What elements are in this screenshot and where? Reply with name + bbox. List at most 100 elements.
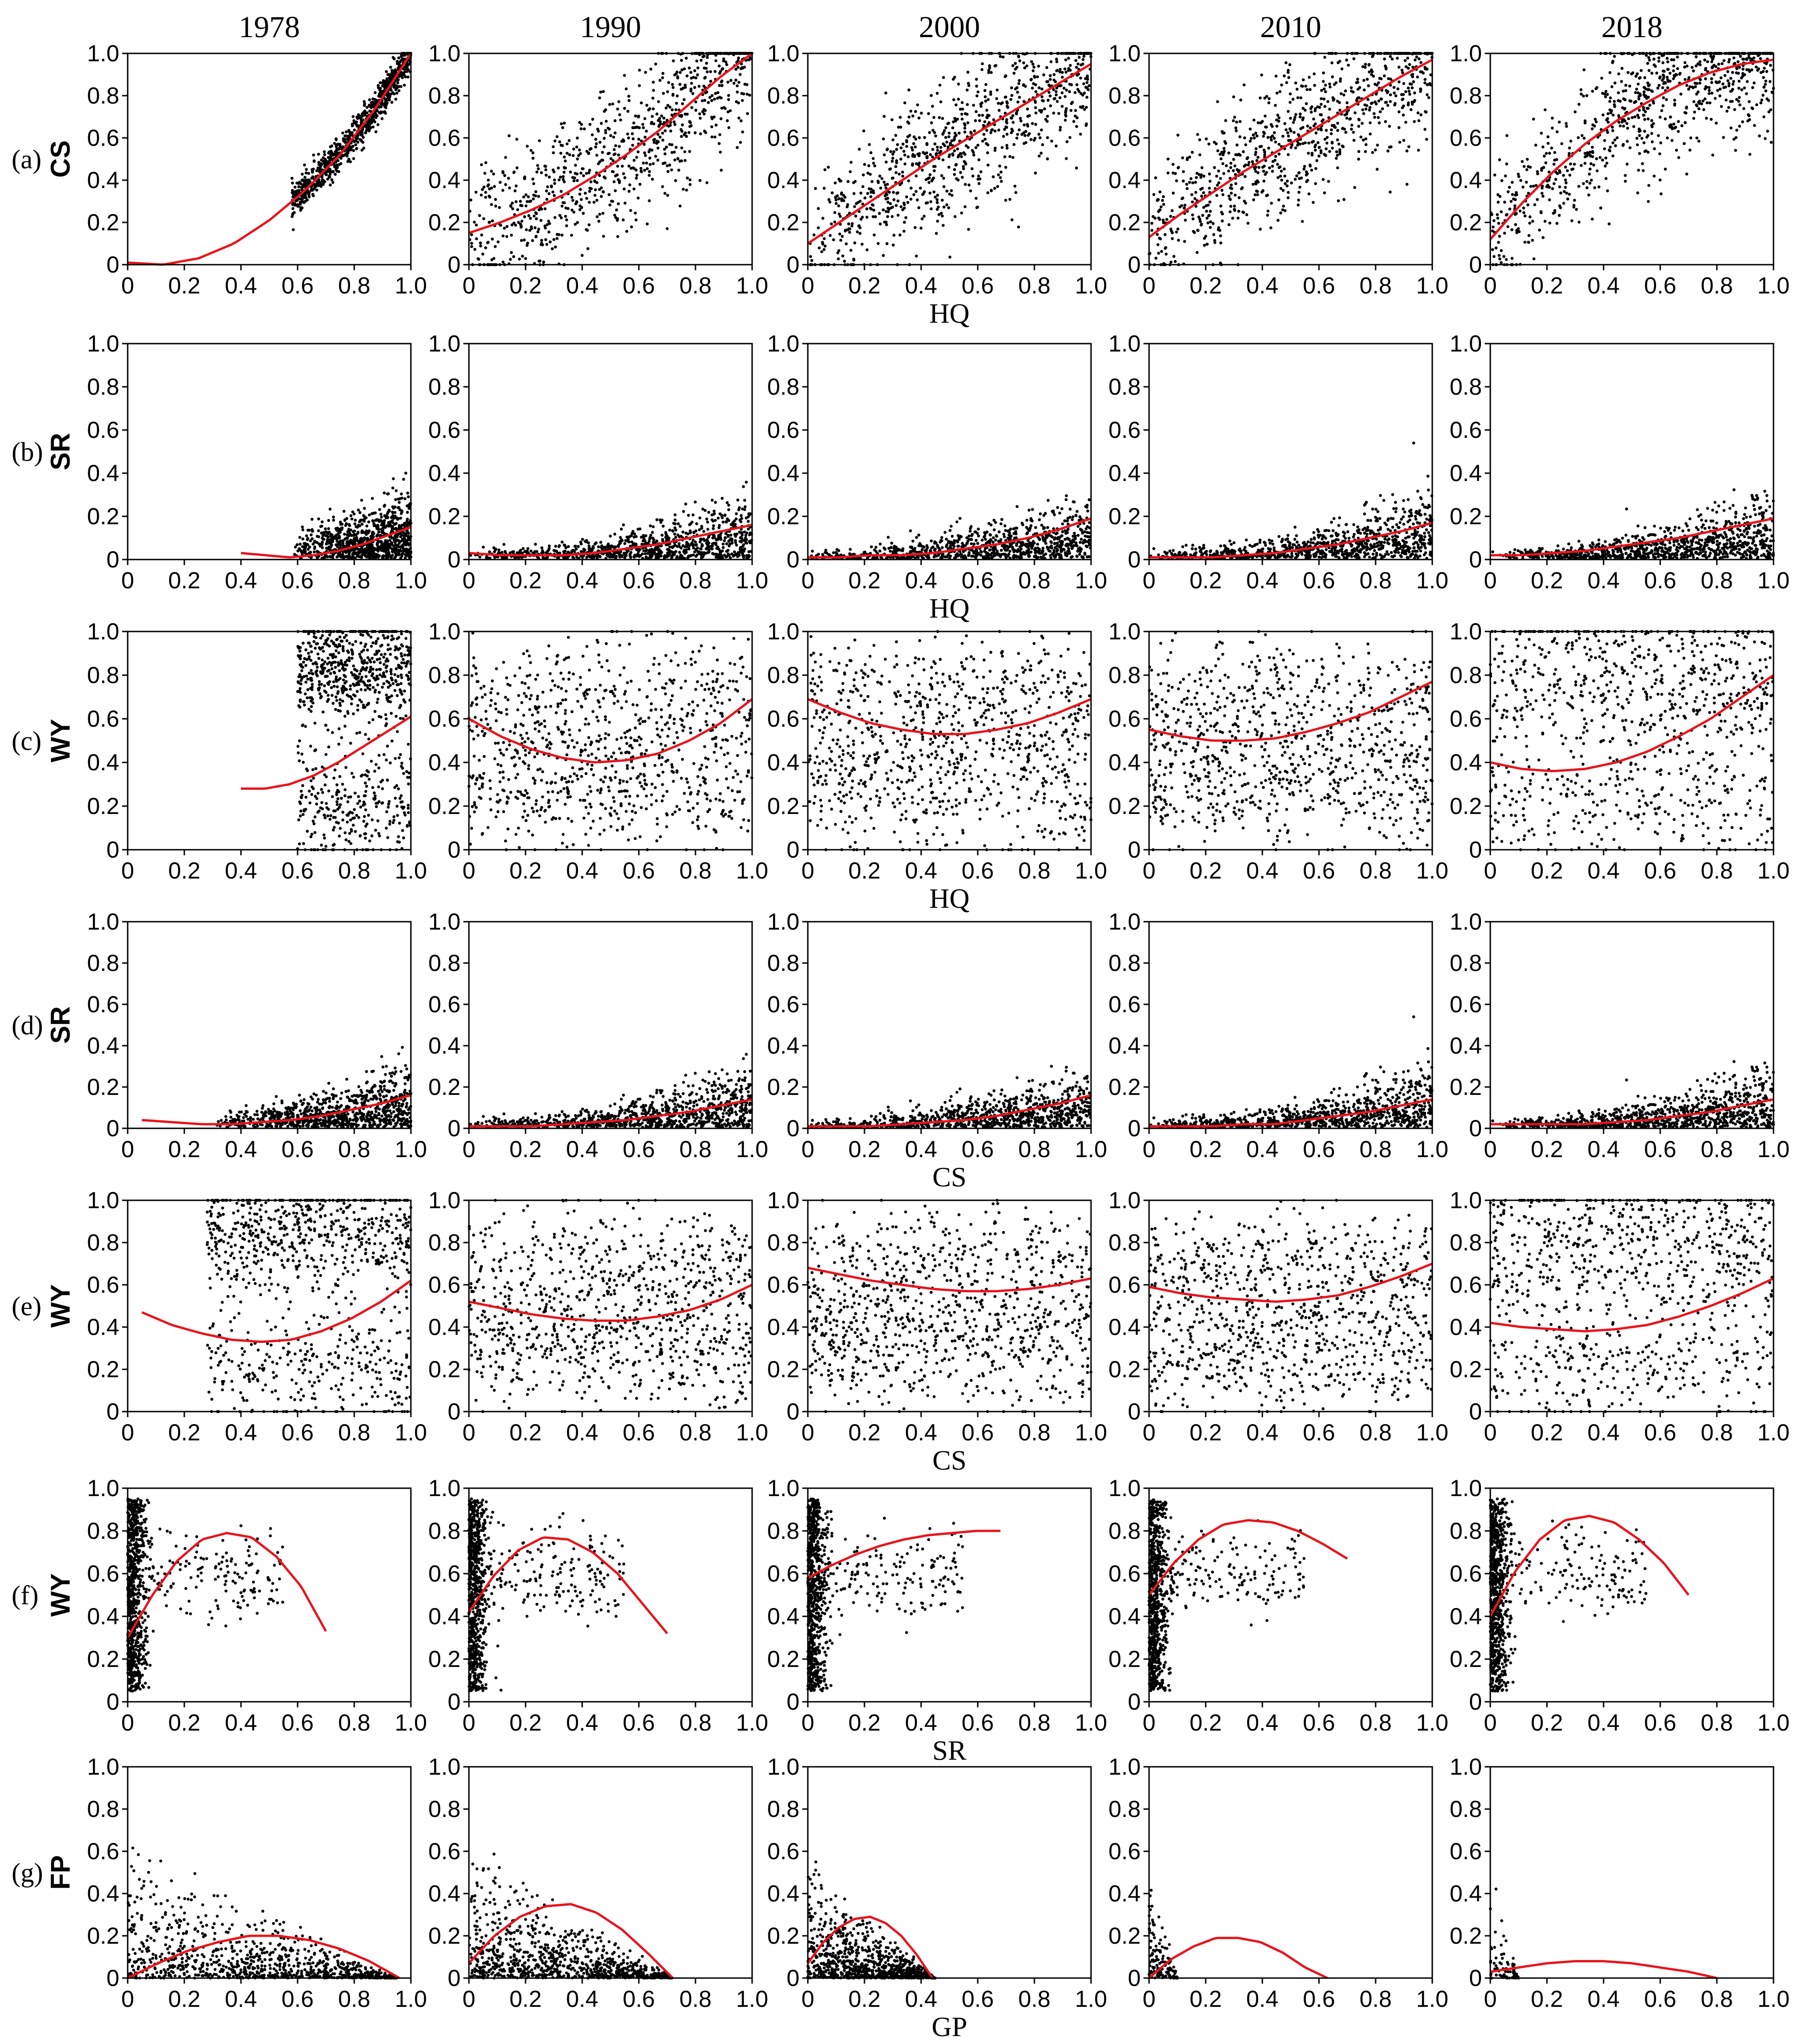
scatter-point <box>1262 179 1266 183</box>
scatter-point <box>896 199 900 202</box>
scatter-point <box>339 156 343 160</box>
scatter-point <box>961 176 964 179</box>
scatter-point <box>551 190 555 194</box>
scatter-point <box>694 100 697 104</box>
scatter-point <box>1198 153 1202 156</box>
scatter-point <box>667 81 670 84</box>
scatter-point <box>822 248 826 251</box>
scatter-point <box>959 107 962 111</box>
scatter-point <box>1205 137 1208 141</box>
scatter-point <box>1033 76 1036 79</box>
scatter-point <box>351 115 355 118</box>
scatter-point <box>1327 180 1330 183</box>
scatter-point <box>840 191 844 195</box>
scatter-point <box>591 117 594 121</box>
scatter-point <box>651 162 655 165</box>
scatter-point <box>1260 190 1264 194</box>
scatter-point <box>1633 115 1637 118</box>
scatter-point <box>674 179 677 182</box>
scatter-point <box>403 84 406 87</box>
scatter-point <box>972 153 975 156</box>
scatter-point <box>1648 83 1651 87</box>
scatter-point <box>1345 101 1349 104</box>
scatter-point <box>359 121 363 124</box>
scatter-point <box>1644 110 1647 113</box>
scatter-point <box>1046 115 1049 118</box>
scatter-point <box>1230 191 1233 195</box>
scatter-point <box>889 150 892 153</box>
scatter-point <box>1662 96 1665 99</box>
scatter-point <box>1215 194 1219 197</box>
scatter-point <box>1032 65 1036 69</box>
scatter-point <box>484 161 487 164</box>
scatter-point <box>1623 107 1626 111</box>
scatter-point <box>1314 131 1318 135</box>
scatter-point <box>1285 81 1288 85</box>
scatter-point <box>1176 166 1180 169</box>
scatter-point <box>1379 77 1383 80</box>
scatter-point <box>635 176 638 180</box>
scatter-point <box>535 170 539 174</box>
scatter-point <box>726 119 729 123</box>
scatter-point <box>490 203 493 206</box>
scatter-point <box>922 215 926 218</box>
scatter-point <box>1260 144 1263 148</box>
scatter-point <box>1034 90 1038 93</box>
scatter-point <box>320 524 324 528</box>
scatter-point <box>540 239 543 242</box>
scatter-point <box>1519 179 1522 182</box>
scatter-point <box>1656 86 1659 90</box>
scatter-point <box>706 70 709 73</box>
scatter-point <box>1505 134 1508 137</box>
scatter-point <box>397 56 401 59</box>
scatter-point <box>1042 73 1046 77</box>
scatter-point <box>1305 180 1308 183</box>
scatter-point <box>1011 64 1014 67</box>
scatter-point <box>573 222 577 226</box>
scatter-point <box>1628 85 1631 88</box>
scatter-point <box>1532 117 1535 121</box>
scatter-point <box>978 119 981 123</box>
scatter-point <box>1496 201 1500 204</box>
scatter-point <box>1264 173 1267 176</box>
scatter-point <box>1660 109 1663 112</box>
scatter-point <box>817 207 820 210</box>
scatter-point <box>335 138 338 142</box>
scatter-point <box>695 59 699 63</box>
scatter-point <box>827 165 830 169</box>
scatter-point <box>575 172 579 176</box>
scatter-point <box>564 159 567 163</box>
scatter-point <box>622 138 625 142</box>
scatter-point <box>600 122 603 125</box>
scatter-point <box>307 172 310 175</box>
scatter-point <box>925 156 929 159</box>
scatter-point <box>1494 246 1498 250</box>
scatter-point <box>1607 222 1611 226</box>
scatter-point <box>1643 76 1646 79</box>
scatter-point <box>568 153 572 156</box>
scatter-point <box>1591 123 1594 127</box>
scatter-point <box>1253 137 1256 140</box>
scatter-point <box>1238 135 1241 138</box>
scatter-point <box>1491 248 1494 251</box>
scatter-point <box>377 111 381 114</box>
scatter-point <box>553 182 556 185</box>
scatter-point <box>1000 146 1004 149</box>
scatter-point <box>330 178 333 182</box>
scatter-point <box>1658 178 1662 182</box>
scatter-point <box>341 131 344 135</box>
scatter-point <box>323 150 326 153</box>
scatter-point <box>683 159 687 162</box>
scatter-point <box>719 150 722 154</box>
scatter-point <box>404 75 407 78</box>
scatter-point <box>501 171 505 175</box>
y-tick-label: 0.8 <box>1449 83 1482 109</box>
scatter-point <box>672 59 675 63</box>
scatter-point <box>858 232 862 235</box>
scatter-point <box>1207 214 1210 217</box>
scatter-point <box>355 147 358 150</box>
scatter-point <box>1016 91 1019 94</box>
scatter-point <box>1300 176 1303 180</box>
scatter-point <box>987 71 990 74</box>
scatter-point <box>1553 182 1556 185</box>
